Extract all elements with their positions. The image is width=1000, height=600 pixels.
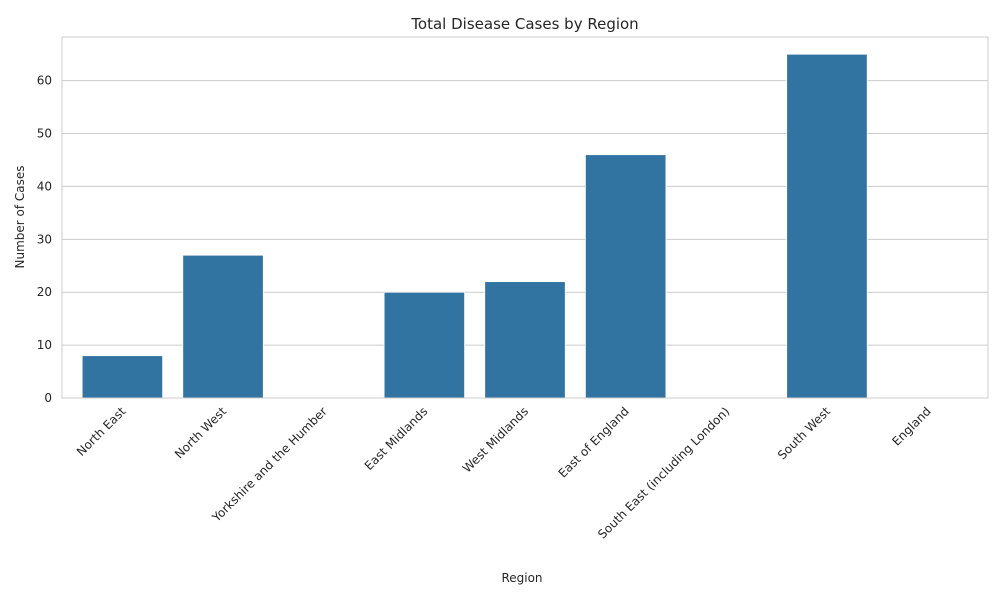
x-tick-label: North West [172,404,229,461]
bar [786,53,868,399]
y-tick-label: 0 [44,391,52,405]
chart-title: Total Disease Cases by Region [410,15,638,33]
x-tick-label: England [889,404,933,448]
bars [81,53,868,399]
x-axis-label: Region [501,571,542,585]
y-tick-labels: 0 10 20 30 40 50 60 [37,74,52,405]
x-tick-label: East Midlands [362,404,431,473]
bar [81,355,164,399]
y-tick-label: 10 [37,338,52,352]
plot-frame [61,36,989,399]
x-tick-label: North East [74,404,129,459]
bar [484,281,566,399]
y-tick-label: 50 [37,127,52,141]
y-tick-label: 20 [37,285,52,299]
bar [584,154,667,399]
x-tick-label: East of England [556,404,632,480]
x-tick-label: South West [775,404,833,462]
x-tick-label: Yorkshire and the Humber [209,404,330,525]
y-tick-label: 60 [37,74,52,88]
x-tick-label: West Midlands [460,404,531,475]
y-axis-label: Number of Cases [13,165,27,268]
y-tick-label: 40 [37,179,52,193]
bar [383,291,466,399]
y-tick-label: 30 [37,232,52,246]
bar [182,254,264,399]
